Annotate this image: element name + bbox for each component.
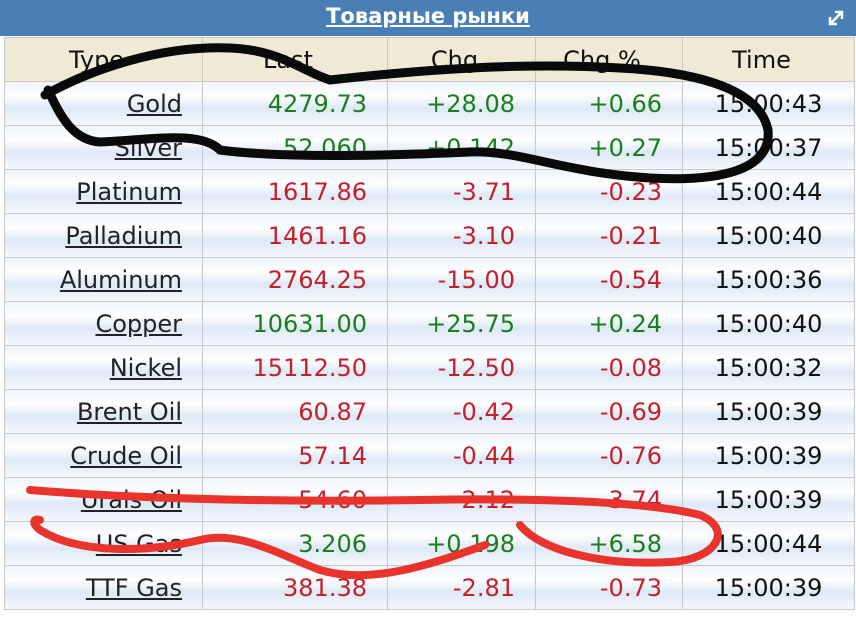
header-title[interactable]: Товарные рынки [326,4,530,28]
change: +0.198 [387,521,536,566]
commodity-link[interactable]: Brent Oil [4,389,203,434]
row: Crude Oil 57.14 -0.44 -0.76 15:00:39 [4,433,855,478]
last-price: 1461.16 [202,213,388,258]
row: Urals Oil 54.60 -2.12 -3.74 15:00:39 [4,477,855,522]
change: -2.12 [387,477,536,522]
row: Gold 4279.73 +28.08 +0.66 15:00:43 [4,81,855,126]
change-percent: -0.54 [535,257,683,302]
commodity-link[interactable]: US Gas [4,521,203,566]
column-header: Time [682,37,855,82]
change-percent: -0.73 [535,565,683,610]
last-price: 60.87 [202,389,388,434]
commodity-link[interactable]: Urals Oil [4,477,203,522]
row: Platinum 1617.86 -3.71 -0.23 15:00:44 [4,169,855,214]
time: 15:00:44 [682,521,855,566]
last-price: 2764.25 [202,257,388,302]
time: 15:00:43 [682,81,855,126]
change: -12.50 [387,345,536,390]
row: Palladium 1461.16 -3.10 -0.21 15:00:40 [4,213,855,258]
change-percent: -0.08 [535,345,683,390]
column-header: Last [202,37,388,82]
time: 15:00:39 [682,389,855,434]
last-price: 381.38 [202,565,388,610]
commodity-link[interactable]: Platinum [4,169,203,214]
commodity-link[interactable]: Crude Oil [4,433,203,478]
change: +28.08 [387,81,536,126]
change: -0.44 [387,433,536,478]
column-header: Chg % [535,37,683,82]
header-bar: Товарные рынки [0,0,856,36]
change-percent: +0.66 [535,81,683,126]
commodity-link[interactable]: Palladium [4,213,203,258]
change-percent: -0.21 [535,213,683,258]
commodity-link[interactable]: TTF Gas [4,565,203,610]
commodity-link[interactable]: Gold [4,81,203,126]
time: 15:00:39 [682,477,855,522]
last-price: 57.14 [202,433,388,478]
last-price: 54.60 [202,477,388,522]
row: TTF Gas 381.38 -2.81 -0.73 15:00:39 [4,565,855,610]
expand-icon[interactable] [826,8,846,28]
row: Nickel 15112.50 -12.50 -0.08 15:00:32 [4,345,855,390]
time: 15:00:37 [682,125,855,170]
last-price: 10631.00 [202,301,388,346]
time: 15:00:32 [682,345,855,390]
change: +25.75 [387,301,536,346]
commodity-link[interactable]: Aluminum [4,257,203,302]
commodity-link[interactable]: Silver [4,125,203,170]
change-percent: +6.58 [535,521,683,566]
change: -3.71 [387,169,536,214]
change-percent: -0.76 [535,433,683,478]
row: Aluminum 2764.25 -15.00 -0.54 15:00:36 [4,257,855,302]
change: -0.42 [387,389,536,434]
change-percent: +0.27 [535,125,683,170]
column-header: Chg [387,37,536,82]
change: -3.10 [387,213,536,258]
last-price: 15112.50 [202,345,388,390]
time: 15:00:39 [682,433,855,478]
change-percent: +0.24 [535,301,683,346]
last-price: 4279.73 [202,81,388,126]
change: +0.142 [387,125,536,170]
time: 15:00:39 [682,565,855,610]
change-percent: -0.69 [535,389,683,434]
time: 15:00:40 [682,213,855,258]
row: US Gas 3.206 +0.198 +6.58 15:00:44 [4,521,855,566]
last-price: 52.060 [202,125,388,170]
last-price: 3.206 [202,521,388,566]
row: Brent Oil 60.87 -0.42 -0.69 15:00:39 [4,389,855,434]
commodity-link[interactable]: Nickel [4,345,203,390]
time: 15:00:36 [682,257,855,302]
time: 15:00:44 [682,169,855,214]
column-header: Type [4,37,203,82]
change: -2.81 [387,565,536,610]
change-percent: -3.74 [535,477,683,522]
last-price: 1617.86 [202,169,388,214]
change-percent: -0.23 [535,169,683,214]
header-row: Type Last Chg Chg % Time [4,37,855,82]
row: Copper 10631.00 +25.75 +0.24 15:00:40 [4,301,855,346]
row: Silver 52.060 +0.142 +0.27 15:00:37 [4,125,855,170]
time: 15:00:40 [682,301,855,346]
commodity-table: Type Last Chg Chg % Time Gold 4279.73 +28.08 +0… [4,37,855,610]
change: -15.00 [387,257,536,302]
commodity-link[interactable]: Copper [4,301,203,346]
